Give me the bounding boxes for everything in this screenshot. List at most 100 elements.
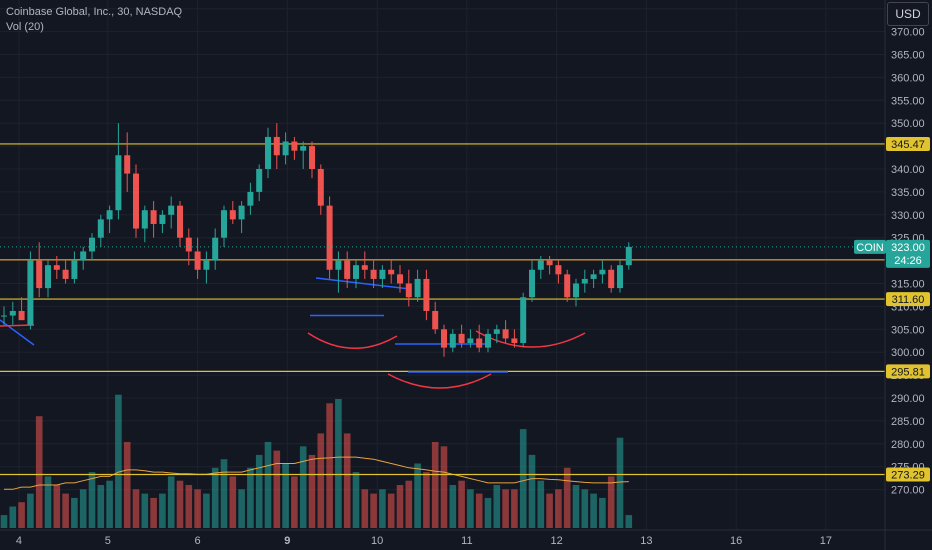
- candle-body: [467, 338, 474, 344]
- candle-body: [379, 269, 386, 279]
- volume-bar: [361, 489, 369, 528]
- candle-body: [529, 269, 535, 298]
- volume-bar: [555, 489, 562, 528]
- candle-body: [432, 310, 439, 330]
- candle-body: [124, 155, 131, 174]
- level-price-badge: [886, 364, 930, 379]
- candle-body: [520, 297, 527, 344]
- volume-bar: [18, 502, 25, 528]
- volume-bar: [616, 437, 624, 528]
- candle-body: [185, 237, 192, 252]
- candle-body: [9, 310, 16, 316]
- candle-body: [537, 260, 544, 270]
- candle-body: [309, 146, 315, 169]
- candle-body: [493, 329, 500, 334]
- volume-bar: [431, 442, 439, 528]
- volume-bar: [625, 515, 633, 528]
- volume-bar: [440, 446, 448, 528]
- candle-body: [617, 265, 623, 289]
- level-price-label: 295.81: [891, 366, 925, 378]
- symbol-title: Coinbase Global, Inc., 30, NASDAQ: [6, 6, 183, 18]
- volume-bar: [71, 497, 78, 528]
- candle-body: [62, 269, 69, 279]
- candle-body: [397, 274, 403, 284]
- volume-bar: [511, 489, 518, 528]
- candle-body: [599, 269, 606, 275]
- candle-body: [485, 333, 491, 348]
- candle-body: [133, 173, 139, 229]
- candle-body: [625, 246, 632, 266]
- candle-body: [291, 141, 298, 151]
- time-tick-label: 6: [195, 535, 201, 547]
- volume-bar: [185, 485, 193, 528]
- current-price-badge: [886, 239, 930, 268]
- candle-body: [238, 205, 245, 220]
- candle-body: [229, 210, 236, 220]
- volume-bar: [53, 485, 61, 528]
- currency-button[interactable]: USD: [887, 2, 929, 26]
- candle-body: [256, 169, 263, 192]
- price-tick-label: 365.00: [891, 50, 925, 62]
- current-price-label: 323.00: [891, 242, 925, 254]
- volume-bar: [255, 454, 263, 528]
- volume-bar: [0, 515, 8, 528]
- volume-bar: [167, 476, 175, 528]
- volume-bar: [123, 442, 131, 528]
- volume-bar: [502, 489, 509, 528]
- level-price-badge: [886, 136, 930, 151]
- candle-body: [555, 265, 562, 275]
- candle-body: [212, 237, 219, 261]
- volume-bar: [370, 493, 377, 528]
- volume-bar: [467, 489, 474, 528]
- volume-indicator-label: Vol (20): [6, 21, 44, 33]
- volume-bar: [282, 463, 289, 528]
- price-tick-label: 305.00: [891, 324, 925, 336]
- legend: Coinbase Global, Inc., 30, NASDAQ Vol (2…: [6, 5, 182, 35]
- volume-bar: [247, 467, 254, 528]
- candle-body: [247, 191, 254, 206]
- volume-bar: [220, 459, 228, 528]
- candle-body: [177, 205, 183, 238]
- time-tick-label: 11: [461, 535, 472, 547]
- price-tick-label: 370.00: [891, 27, 925, 39]
- price-tick-label: 335.00: [891, 187, 925, 199]
- volume-bar: [387, 493, 395, 528]
- candle-body: [106, 210, 113, 220]
- candle-body: [590, 274, 597, 279]
- time-tick-label: 17: [820, 535, 832, 547]
- level-price-badge: [886, 292, 930, 307]
- level-price-label: 311.60: [892, 294, 925, 306]
- volume-bar: [590, 493, 597, 528]
- price-axis[interactable]: [885, 0, 932, 550]
- candle-body: [80, 251, 87, 261]
- candle-body: [361, 265, 368, 270]
- volume-bar: [537, 480, 545, 528]
- volume-bar: [423, 472, 430, 528]
- trendline: [315, 277, 411, 290]
- ticker-badge: [854, 239, 886, 254]
- volume-bar: [132, 489, 140, 528]
- bar-countdown-label: 24:26: [894, 255, 922, 267]
- price-tick-label: 280.00: [891, 439, 925, 451]
- time-tick-label: 16: [730, 535, 742, 547]
- candle-body: [476, 338, 483, 348]
- time-tick-label: 5: [105, 535, 111, 547]
- volume-bar: [546, 493, 553, 528]
- candle-body: [441, 329, 447, 348]
- candle-body: [1, 315, 7, 317]
- candle-body: [45, 265, 51, 289]
- candle-body: [370, 269, 377, 279]
- volume-bar: [317, 433, 325, 528]
- price-tick-label: 330.00: [891, 210, 925, 222]
- volume-bar: [493, 485, 501, 528]
- time-tick-label: 10: [371, 535, 383, 547]
- candle-body: [273, 136, 280, 156]
- volume-bar: [449, 485, 457, 528]
- candle-body: [36, 260, 43, 289]
- candle-body: [221, 210, 227, 238]
- price-tick-label: 285.00: [891, 416, 925, 428]
- volume-bar: [308, 454, 316, 528]
- price-tick-label: 340.00: [891, 164, 925, 176]
- candle-body: [388, 269, 395, 275]
